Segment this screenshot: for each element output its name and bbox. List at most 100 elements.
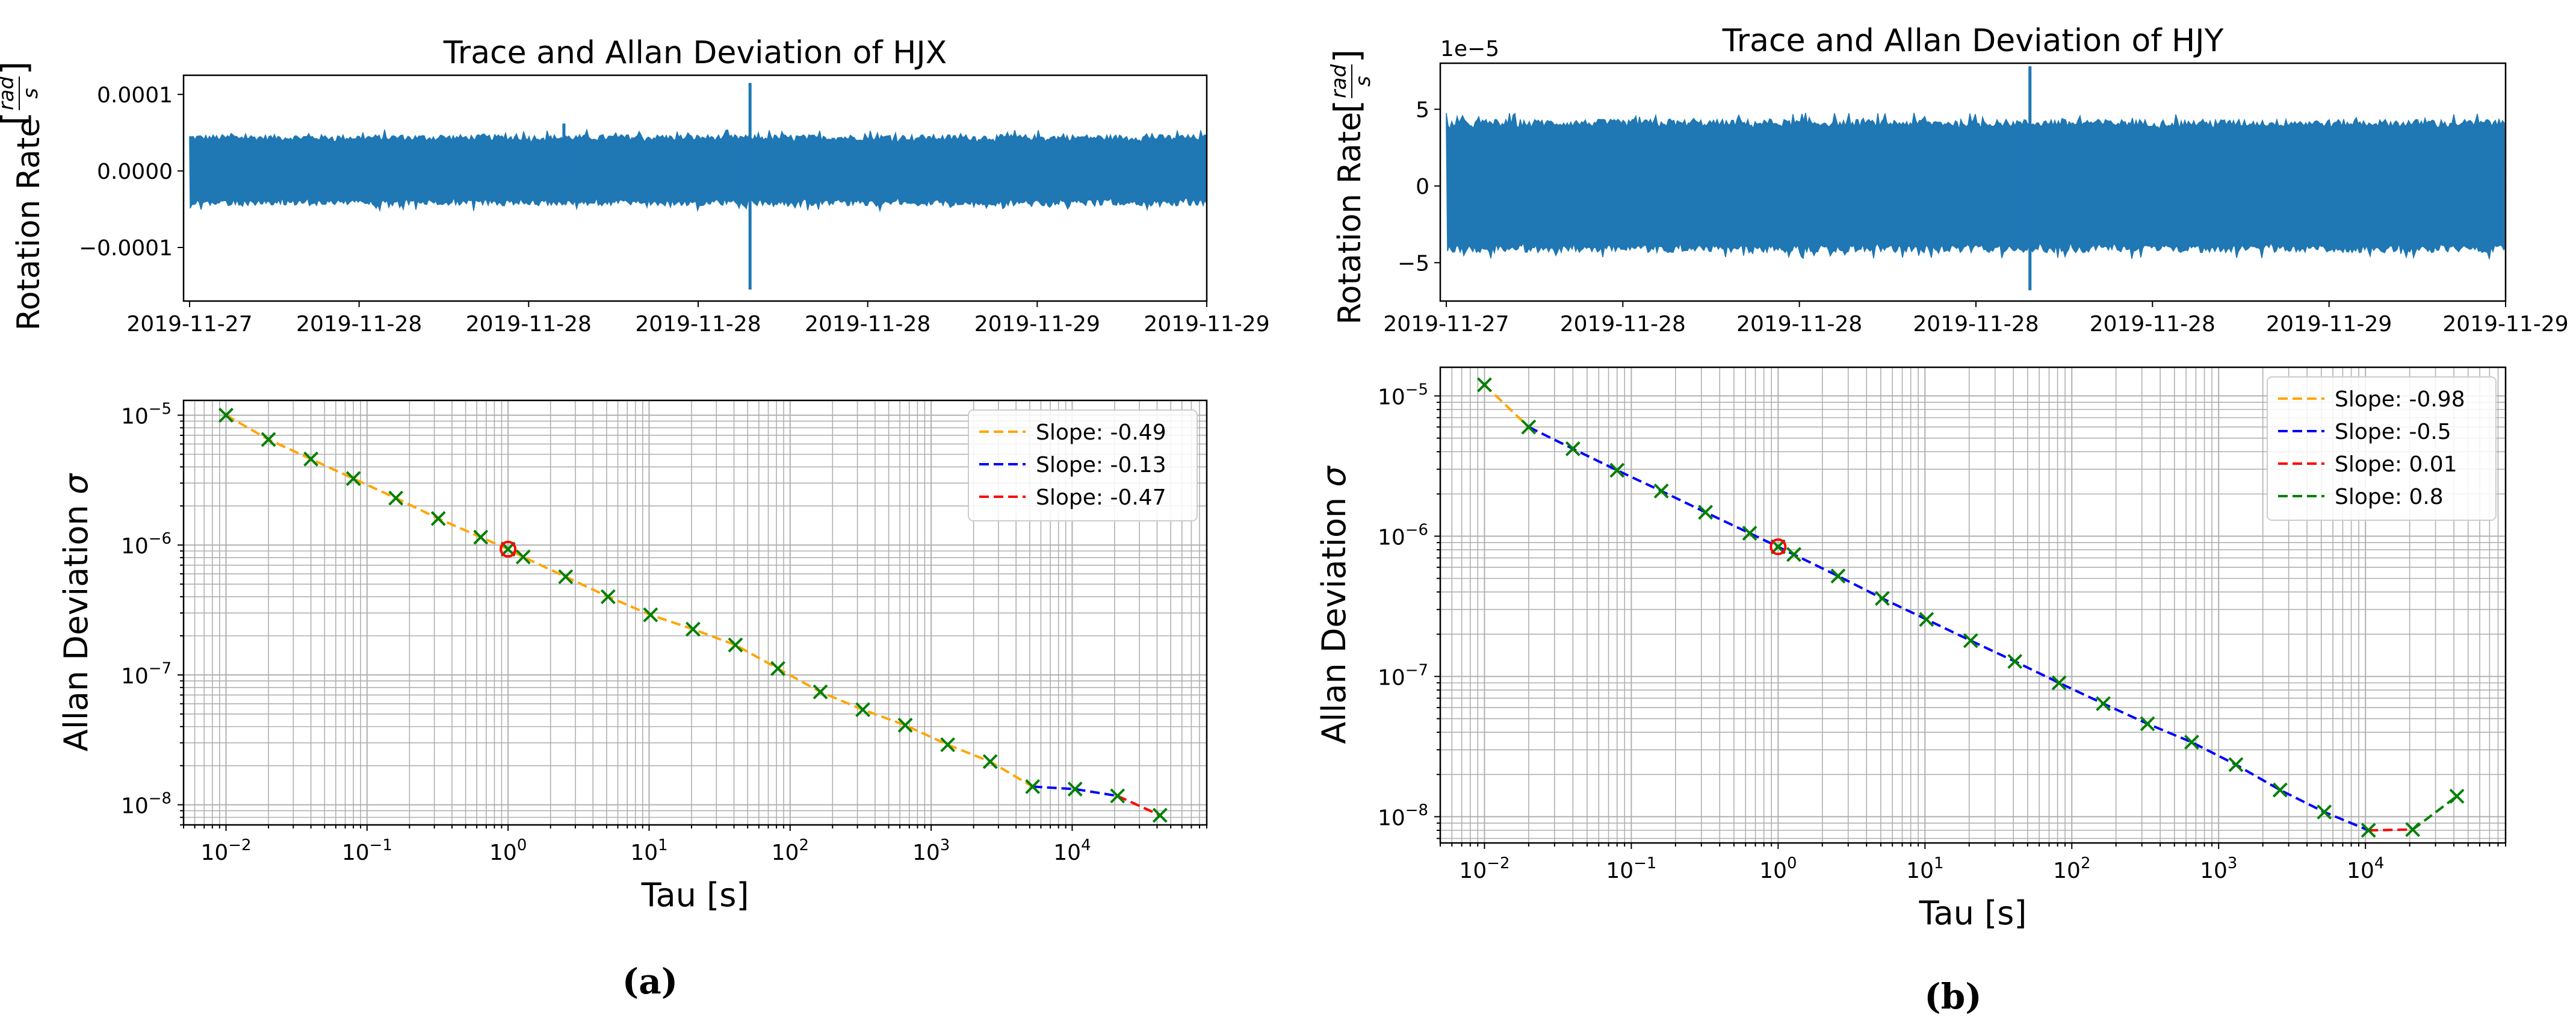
point-stroke: [2361, 822, 2376, 838]
adev-data-point: [1830, 568, 1846, 584]
point-stroke: [1565, 441, 1581, 456]
adev-xtick-label: 102: [772, 836, 809, 865]
trace-ytick-label: −0.0001: [79, 236, 173, 261]
point-stroke: [261, 432, 276, 447]
point-stroke: [770, 661, 785, 676]
point-stroke: [643, 607, 658, 623]
point-stroke: [813, 684, 828, 700]
adev-data-point: [2272, 782, 2288, 798]
trace-xtick-label: 2019-11-28: [1736, 312, 1862, 337]
point-stroke: [1786, 547, 1801, 562]
point-stroke: [1653, 483, 1669, 499]
point-stroke: [2228, 757, 2244, 773]
adev-data-point: [2051, 675, 2067, 691]
adev-data-point: [1919, 612, 1934, 627]
adev-data-point: [813, 684, 828, 700]
point-stroke: [2184, 735, 2199, 750]
adev-plot: 10−2 10−1 100 101 102 103 104 10−8 10−7 10−6 10−5 T…: [1315, 366, 2507, 932]
adev-data-point: [2317, 804, 2332, 820]
point-stroke: [2449, 788, 2465, 804]
point-stroke: [2007, 654, 2023, 669]
adev-plot: 10−2 10−1 100 101 102 103 104 10−8 10−7 10−6 10−5 T…: [57, 399, 1208, 914]
adev-ytick-label: 10−8: [121, 789, 172, 818]
trace-xtick-label: 2019-11-29: [2442, 312, 2568, 337]
trace-xtick-label: 2019-11-28: [466, 312, 592, 337]
point-stroke: [2096, 696, 2111, 712]
adev-fit-line-3: [1116, 795, 1161, 816]
point-stroke: [600, 589, 616, 605]
adev-data-point: [303, 451, 319, 467]
legend-label: Slope: -0.13: [1036, 453, 1166, 477]
adev-data-point: [982, 754, 998, 769]
trace-xtick-label: 2019-11-28: [635, 312, 761, 337]
trace-xtick-label: 2019-11-28: [296, 312, 422, 337]
adev-data-point: [218, 408, 234, 423]
trace-signal: [189, 128, 1207, 213]
unit-bracket-right: ]: [1327, 49, 1367, 63]
adev-data-point: [261, 432, 276, 447]
unit-bracket-right: ]: [0, 61, 35, 75]
adev-fit-line-4: [2412, 795, 2458, 831]
trace-xtick-label: 2019-11-28: [1560, 312, 1686, 337]
point-stroke: [388, 490, 404, 506]
trace-ytick-label: −5: [1398, 251, 1429, 276]
point-stroke: [982, 754, 998, 769]
trace-xtick-label: 2019-11-29: [1144, 312, 1269, 337]
adev-data-point: [2096, 696, 2111, 712]
point-stroke: [1025, 779, 1041, 794]
adev-ylabel: Allan Deviation σ: [57, 473, 95, 751]
legend-label: Slope: -0.5: [2335, 420, 2451, 444]
trace-plot: −0.0001 0.0000 0.0001 2019-11-27 2019-11-28 2…: [0, 35, 1270, 337]
point-stroke: [1477, 377, 1492, 393]
adev-xtick-label: 101: [1906, 854, 1943, 883]
adev-tau1-marker: [500, 541, 517, 558]
point-stroke: [473, 529, 489, 545]
adev-xtick-label: 104: [1053, 836, 1091, 865]
adev-xtick-label: 100: [489, 836, 527, 865]
adev-data-point: [430, 511, 446, 526]
trace-xtick-label: 2019-11-27: [126, 312, 252, 337]
trace-plot: −5 0 5 2019-11-27 2019-11-28 2019-11-28 2019-1…: [1327, 23, 2569, 337]
adev-data-point: [345, 471, 361, 487]
adev-ytick-label: 10−6: [121, 530, 172, 559]
point-stroke: [1698, 505, 1714, 520]
legend-label: Slope: 0.01: [2335, 452, 2457, 477]
adev-xtick-label: 100: [1759, 854, 1797, 883]
adev-data-point: [515, 549, 531, 565]
trace-xtick-label: 2019-11-29: [2266, 312, 2392, 337]
adev-xtick-label: 10−2: [1459, 854, 1509, 883]
adev-legend: Slope: -0.98 Slope: -0.5 Slope: 0.01 Slope:…: [2267, 376, 2497, 521]
adev-xtick-label: 10−1: [342, 836, 392, 865]
point-stroke: [1742, 526, 1757, 541]
adev-data-point: [2184, 735, 2199, 750]
adev-data-point: [1963, 633, 1978, 648]
adev-data-point: [1152, 807, 1168, 823]
unit-denominator: s: [19, 88, 43, 99]
point-stroke: [2317, 804, 2332, 820]
adev-ytick-label: 10−5: [1378, 381, 1428, 409]
trace-signal: [1446, 113, 2506, 260]
point-stroke: [1152, 807, 1168, 823]
adev-tau1-marker: [1769, 538, 1787, 556]
legend-label: Slope: -0.47: [1036, 485, 1166, 510]
point-stroke: [2272, 782, 2288, 798]
adev-ylabel: Allan Deviation σ: [1315, 465, 1353, 744]
adev-legend: Slope: -0.49 Slope: -0.13 Slope: -0.47: [968, 409, 1198, 521]
trace-offset-label: 1e−5: [1440, 37, 1499, 61]
point-stroke: [2405, 822, 2421, 838]
adev-data-point: [1477, 377, 1492, 393]
adev-xtick-label: 10−2: [201, 836, 252, 865]
point-stroke: [430, 511, 446, 526]
adev-frame: [182, 399, 1208, 826]
point-stroke: [2051, 675, 2067, 691]
adev-data-point: [1067, 782, 1083, 797]
trace-frame: [1439, 62, 2507, 302]
adev-ytick-label: 10−7: [1378, 661, 1428, 690]
adev-data-point: [1565, 441, 1581, 456]
point-stroke: [1609, 462, 1625, 478]
adev-data-point: [1110, 788, 1125, 804]
trace-ytick-label: 0.0001: [97, 83, 173, 108]
legend-box: [968, 409, 1198, 521]
adev-data-point: [2405, 822, 2421, 838]
